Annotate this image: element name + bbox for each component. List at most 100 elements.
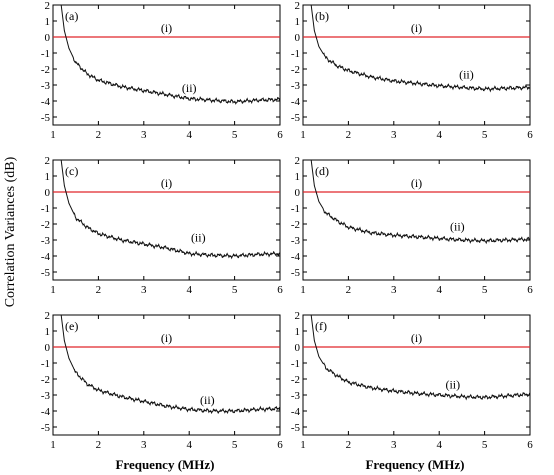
x-tick-label: 3 bbox=[141, 439, 147, 451]
series-annotation: (i) bbox=[161, 331, 172, 345]
panel-label: (b) bbox=[315, 9, 329, 23]
y-tick-label: -3 bbox=[291, 235, 301, 247]
x-tick-label: 2 bbox=[96, 129, 102, 141]
y-tick-label: -2 bbox=[291, 64, 300, 76]
y-tick-label: 0 bbox=[295, 342, 301, 354]
y-tick-label: -4 bbox=[291, 406, 301, 418]
y-tick-label: -2 bbox=[291, 374, 300, 386]
y-tick-label: 2 bbox=[45, 310, 51, 322]
y-tick-label: -4 bbox=[41, 406, 51, 418]
plot-frame bbox=[302, 4, 531, 126]
x-tick-label: 6 bbox=[527, 439, 533, 451]
series-annotation: (ii) bbox=[200, 393, 215, 407]
panel-e: 1 2 3 4 5 6 -5 -4 -3 -2 -1 0 1 2 (e) (i) (ii) bbox=[41, 310, 283, 451]
y-tick-label: -2 bbox=[41, 374, 50, 386]
y-tick-label: -1 bbox=[41, 203, 50, 215]
y-tick-label: 2 bbox=[45, 155, 51, 167]
y-tick-label: -3 bbox=[41, 80, 51, 92]
series-annotation: (ii) bbox=[445, 378, 460, 392]
x-tick-label: 2 bbox=[346, 439, 352, 451]
panel-label: (d) bbox=[315, 164, 329, 178]
y-tick-label: 1 bbox=[295, 16, 301, 28]
panel-b: 1 2 3 4 5 6 -5 -4 -3 -2 -1 0 1 2 (b) (i) (ii) bbox=[291, 0, 533, 141]
series-ii-line bbox=[60, 5, 280, 105]
x-tick-label: 6 bbox=[527, 284, 533, 296]
x-tick-label: 4 bbox=[436, 284, 442, 296]
x-tick-label: 1 bbox=[50, 284, 56, 296]
x-tick-label: 5 bbox=[232, 284, 238, 296]
series-annotation: (ii) bbox=[191, 231, 206, 245]
x-tick-label: 5 bbox=[482, 439, 488, 451]
y-tick-label: -4 bbox=[41, 251, 51, 263]
y-tick-label: -1 bbox=[41, 358, 50, 370]
x-tick-label: 2 bbox=[346, 129, 352, 141]
plot-frame bbox=[302, 314, 531, 436]
plot-frame bbox=[52, 4, 281, 126]
x-tick-label: 4 bbox=[186, 284, 192, 296]
y-tick-label: 2 bbox=[295, 155, 301, 167]
series-ii-line bbox=[60, 160, 280, 260]
series-annotation: (ii) bbox=[450, 219, 465, 233]
x-tick-label: 4 bbox=[436, 129, 442, 141]
panel-label: (e) bbox=[65, 319, 78, 333]
series-ii-line bbox=[310, 160, 530, 245]
y-tick-label: 0 bbox=[45, 187, 51, 199]
x-tick-label: 5 bbox=[232, 439, 238, 451]
y-tick-label: -1 bbox=[291, 48, 300, 60]
x-tick-label: 1 bbox=[50, 439, 56, 451]
y-tick-label: -3 bbox=[291, 80, 301, 92]
series-annotation: (i) bbox=[411, 176, 422, 190]
series-annotation: (ii) bbox=[182, 81, 197, 95]
x-tick-label: 4 bbox=[436, 439, 442, 451]
plot-frame bbox=[52, 314, 281, 436]
y-tick-label: 1 bbox=[45, 326, 51, 338]
series-annotation: (i) bbox=[161, 21, 172, 35]
x-axis-label-right: Frequency (MHz) bbox=[365, 457, 464, 472]
y-tick-label: 1 bbox=[295, 171, 301, 183]
panel-label: (a) bbox=[65, 9, 78, 23]
y-tick-label: -5 bbox=[291, 422, 301, 434]
panel-f: 1 2 3 4 5 6 -5 -4 -3 -2 -1 0 1 2 (f) (i) (ii) bbox=[291, 310, 533, 451]
y-tick-label: -5 bbox=[291, 112, 301, 124]
series-annotation: (i) bbox=[411, 331, 422, 345]
series-ii-line bbox=[310, 5, 530, 93]
panel-d: 1 2 3 4 5 6 -5 -4 -3 -2 -1 0 1 2 (d) (i) (ii) bbox=[291, 155, 533, 296]
y-tick-label: -5 bbox=[41, 112, 51, 124]
x-tick-label: 5 bbox=[482, 129, 488, 141]
y-tick-label: 2 bbox=[295, 310, 301, 322]
x-tick-label: 2 bbox=[346, 284, 352, 296]
y-tick-label: 0 bbox=[45, 342, 51, 354]
y-tick-label: -4 bbox=[291, 251, 301, 263]
y-tick-label: 0 bbox=[295, 32, 301, 44]
series-annotation: (i) bbox=[411, 21, 422, 35]
x-tick-label: 1 bbox=[300, 284, 306, 296]
y-tick-label: -4 bbox=[41, 96, 51, 108]
y-tick-label: -1 bbox=[291, 358, 300, 370]
series-annotation: (i) bbox=[161, 176, 172, 190]
y-tick-label: -5 bbox=[41, 267, 51, 279]
y-tick-label: -2 bbox=[291, 219, 300, 231]
panel-label: (f) bbox=[315, 319, 327, 333]
x-tick-label: 3 bbox=[391, 129, 397, 141]
y-tick-label: -3 bbox=[291, 390, 301, 402]
x-tick-label: 4 bbox=[186, 439, 192, 451]
x-tick-label: 1 bbox=[300, 439, 306, 451]
x-tick-label: 6 bbox=[527, 129, 533, 141]
x-tick-label: 3 bbox=[141, 284, 147, 296]
x-tick-label: 4 bbox=[186, 129, 192, 141]
panel-c: 1 2 3 4 5 6 -5 -4 -3 -2 -1 0 1 2 (c) (i) (ii) bbox=[41, 155, 283, 296]
y-tick-label: -1 bbox=[291, 203, 300, 215]
y-tick-label: -3 bbox=[41, 235, 51, 247]
x-tick-label: 2 bbox=[96, 439, 102, 451]
x-tick-label: 3 bbox=[391, 284, 397, 296]
plot-frame bbox=[52, 159, 281, 281]
x-tick-label: 3 bbox=[391, 439, 397, 451]
y-tick-label: -1 bbox=[41, 48, 50, 60]
x-tick-label: 1 bbox=[300, 129, 306, 141]
x-tick-label: 6 bbox=[277, 129, 283, 141]
y-tick-label: -5 bbox=[41, 422, 51, 434]
y-tick-label: -4 bbox=[291, 96, 301, 108]
x-tick-label: 6 bbox=[277, 439, 283, 451]
y-tick-label: 1 bbox=[295, 326, 301, 338]
